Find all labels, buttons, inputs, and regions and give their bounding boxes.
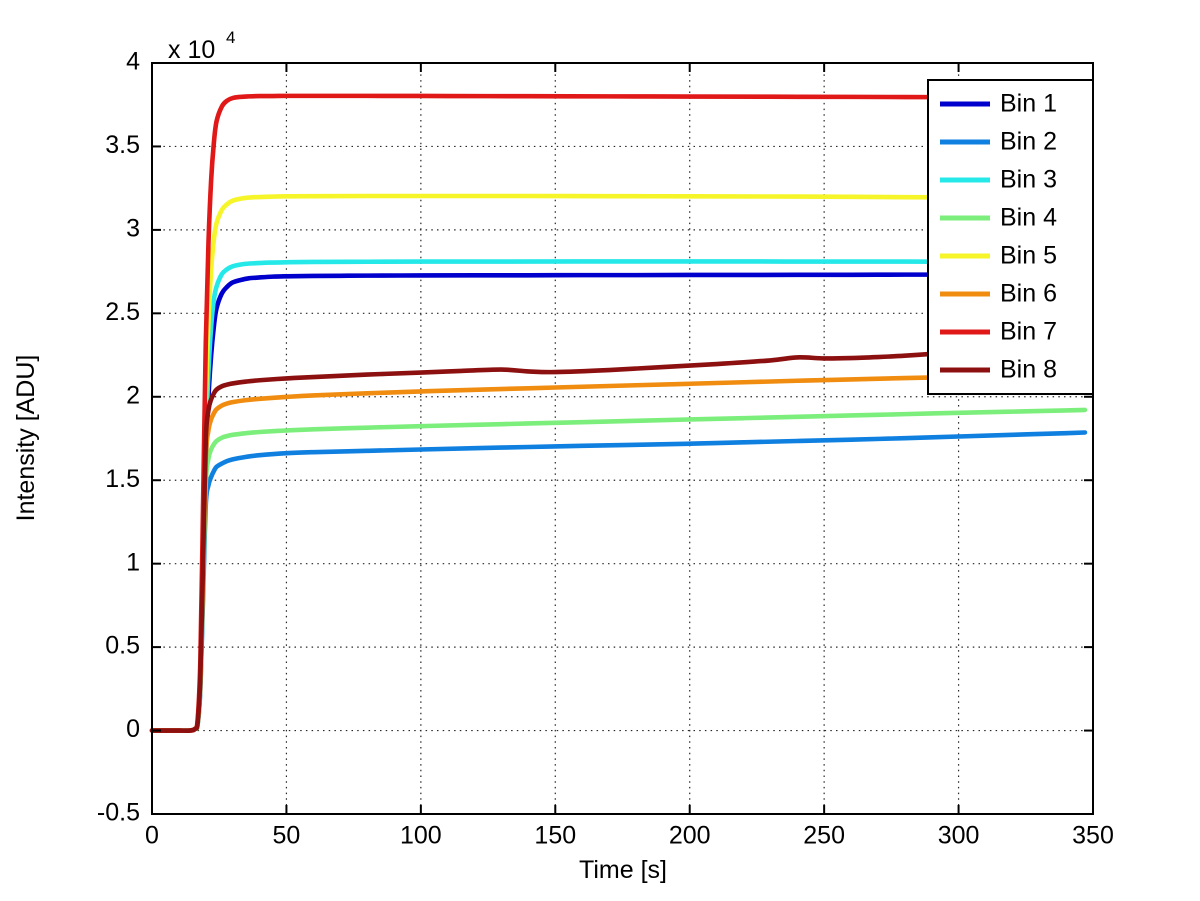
y-tick-label: -0.5 [97, 799, 140, 827]
y-axis-exponent-power: 4 [226, 28, 235, 47]
y-tick-label: 4 [126, 48, 140, 76]
y-tick-label: 1.5 [105, 465, 140, 493]
y-tick-label: 3.5 [105, 131, 140, 159]
axes-frame [151, 62, 1094, 815]
x-tick-label: 150 [534, 822, 576, 850]
y-tick-label: 3 [126, 214, 140, 242]
x-tick-label: 100 [400, 822, 442, 850]
legend-label: Bin 3 [1000, 166, 1057, 194]
series-line-bin-8 [149, 351, 937, 733]
y-tick-label: 2.5 [105, 298, 140, 326]
y-axis-exponent-label: x 10 [168, 36, 215, 64]
x-tick-label: 200 [669, 822, 711, 850]
y-tick-label: 0.5 [105, 632, 140, 660]
y-axis-title: Intensity [ADU] [12, 355, 40, 522]
x-tick-label: 300 [938, 822, 980, 850]
legend-item-bin-4[interactable]: Bin 4 [940, 204, 1057, 232]
legend-label: Bin 1 [1000, 90, 1057, 118]
y-tick-label: 0 [126, 715, 140, 743]
x-tick-label: 50 [273, 822, 301, 850]
legend-label: Bin 2 [1000, 128, 1057, 156]
legend-label: Bin 8 [1000, 356, 1057, 384]
legend-item-bin-3[interactable]: Bin 3 [940, 166, 1057, 194]
legend-item-bin-2[interactable]: Bin 2 [940, 128, 1057, 156]
legend-label: Bin 4 [1000, 204, 1057, 232]
x-tick-label: 250 [803, 822, 845, 850]
legend-label: Bin 5 [1000, 242, 1057, 270]
axes [151, 62, 1094, 815]
x-tick-label: 0 [145, 822, 159, 850]
chart-legend[interactable]: Bin 1 Bin 2 Bin 3 Bin 4 Bin 5 Bin 6 Bin 7 Bin 8 [927, 79, 1094, 395]
y-tick-label: 1 [126, 548, 140, 576]
series-lines [149, 93, 1088, 733]
x-axis-title: Time [s] [579, 856, 667, 884]
x-tick-label: 350 [1072, 822, 1114, 850]
legend-item-bin-1[interactable]: Bin 1 [940, 90, 1057, 118]
y-tick-label: 2 [126, 381, 140, 409]
legend-label: Bin 7 [1000, 318, 1057, 346]
legend-item-bin-6[interactable]: Bin 6 [940, 280, 1057, 308]
legend-item-bin-5[interactable]: Bin 5 [940, 242, 1057, 270]
legend-item-bin-7[interactable]: Bin 7 [940, 318, 1057, 346]
legend-label: Bin 6 [1000, 280, 1057, 308]
legend-frame [927, 79, 1094, 395]
tick-marks [151, 62, 1094, 815]
legend-item-bin-8[interactable]: Bin 8 [940, 356, 1057, 384]
tick-labels: 0 50 100 150 200 250 300 350-0.500.511.522.533.… [97, 48, 1114, 850]
